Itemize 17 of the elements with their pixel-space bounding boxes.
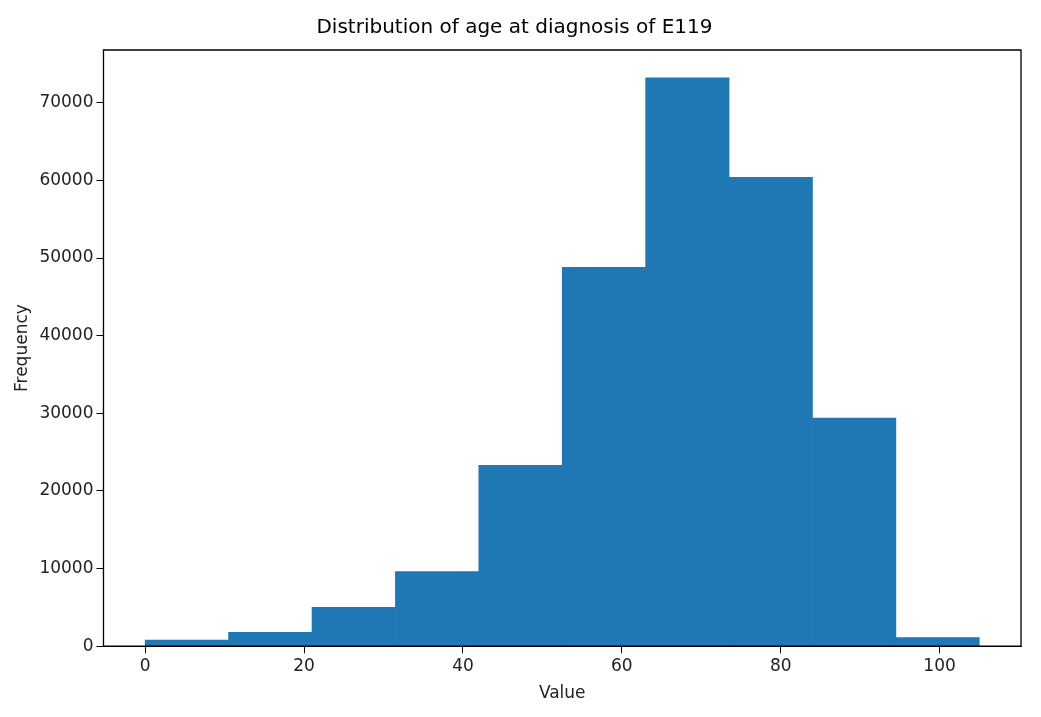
y-tick-label: 50000 bbox=[39, 246, 94, 267]
y-tick-label: 40000 bbox=[39, 324, 94, 345]
x-tick-label: 80 bbox=[769, 654, 792, 675]
y-tick-label: 30000 bbox=[39, 401, 94, 422]
y-tick-label: 0 bbox=[82, 634, 94, 655]
y-tick-label: 10000 bbox=[39, 556, 94, 577]
x-tick-label: 20 bbox=[293, 654, 315, 675]
x-axis-title: Value bbox=[538, 682, 586, 703]
x-tick-label: 0 bbox=[139, 654, 151, 675]
chart-title: Distribution of age at diagnosis of E119 bbox=[316, 14, 713, 39]
y-axis-title: Frequency bbox=[10, 304, 31, 393]
x-tick-label: 40 bbox=[452, 654, 474, 675]
y-tick-label: 60000 bbox=[39, 168, 94, 189]
y-tick-label: 20000 bbox=[39, 479, 94, 500]
x-tick-label: 60 bbox=[611, 654, 633, 675]
x-tick-label: 100 bbox=[923, 654, 956, 675]
y-tick-label: 70000 bbox=[39, 91, 94, 112]
